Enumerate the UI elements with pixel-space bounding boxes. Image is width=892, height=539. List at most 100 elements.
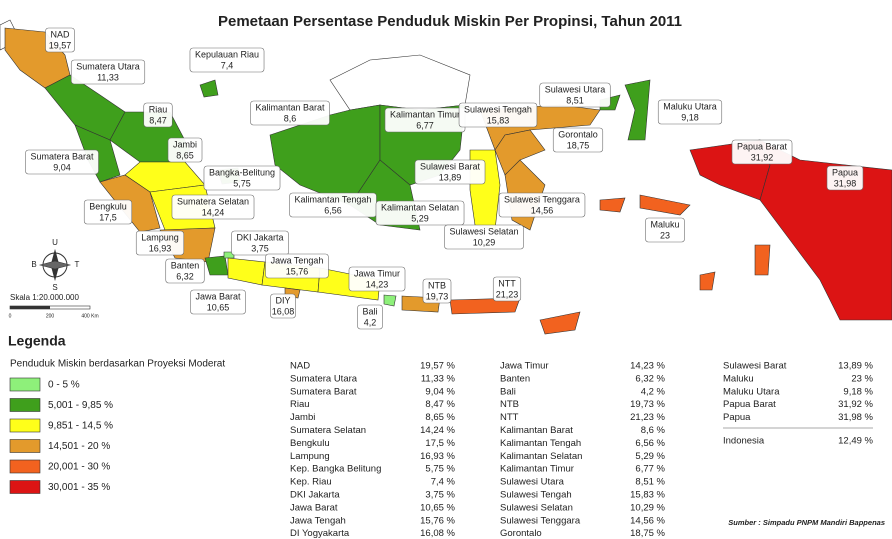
- label-value: 21,23: [496, 289, 519, 299]
- label-value: 23: [660, 230, 670, 240]
- label-name: Papua: [832, 167, 858, 177]
- label-value: 16,08: [272, 306, 295, 316]
- title: Pemetaan Persentase Penduduk Miskin Per …: [218, 13, 682, 30]
- row-name: Maluku: [723, 373, 754, 384]
- scale-tick: 400 Km: [81, 313, 98, 319]
- label-box: [498, 192, 586, 218]
- compass-east: T: [75, 260, 80, 269]
- region: [227, 257, 266, 286]
- row-value: 15,83 %: [630, 490, 665, 501]
- row-value: 5,29 %: [635, 451, 665, 462]
- row-name: Kalimantan Barat: [500, 425, 573, 436]
- row-name: Gorontalo: [500, 528, 542, 539]
- label-box: [203, 165, 281, 191]
- label-value: 15,76: [286, 266, 309, 276]
- label-box: [357, 304, 383, 330]
- row-name: Sumatera Utara: [290, 373, 358, 384]
- row-value: 19,57 %: [420, 361, 455, 372]
- label-box: [265, 253, 329, 279]
- label-box: [657, 99, 723, 125]
- legend-swatch: [9, 377, 41, 392]
- legend-label: 5,001 - 9,85 %: [48, 400, 113, 411]
- row-name: Kep. Riau: [290, 477, 332, 488]
- row-name: Kalimantan Selatan: [500, 451, 582, 462]
- label-box: [143, 102, 173, 128]
- row-value: 8,65 %: [425, 412, 455, 423]
- row-value: 8,51 %: [635, 477, 665, 488]
- label-value: 15,83: [487, 115, 510, 125]
- label-value: 17,5: [99, 212, 117, 222]
- row-name: Jawa Barat: [290, 502, 338, 513]
- row-name: Bali: [500, 386, 516, 397]
- label-value: 6,77: [416, 120, 434, 130]
- label-box: [422, 278, 452, 304]
- legend-swatch: [9, 480, 41, 494]
- label-name: DIY: [275, 295, 290, 305]
- region: [204, 255, 229, 276]
- row-name: NTT: [500, 412, 519, 423]
- row-value: 15,76 %: [420, 515, 455, 526]
- label-box: [171, 194, 255, 220]
- row-value: 31,98 %: [838, 412, 873, 423]
- row-value: 10,29 %: [630, 502, 665, 513]
- label-value: 9,04: [53, 162, 71, 172]
- legend-label: 30,001 - 35 %: [48, 482, 110, 493]
- row-name: Sulawesi Tenggara: [500, 515, 581, 526]
- row-name: Sulawesi Selatan: [500, 502, 573, 513]
- label-box: [458, 102, 538, 128]
- row-name: Jawa Tengah: [290, 515, 346, 526]
- row-value: 4,2 %: [641, 386, 666, 397]
- scale-label: Skala 1:20.000.000: [10, 293, 79, 302]
- label-value: 5,29: [411, 213, 429, 223]
- row-name: Maluku Utara: [723, 386, 780, 397]
- region: [759, 139, 892, 321]
- legend-subtitle: Penduduk Miskin berdasarkan Proyeksi Mod…: [10, 359, 225, 370]
- label-box: [444, 224, 524, 250]
- row-name: Sumatera Barat: [290, 386, 357, 397]
- label-value: 8,47: [149, 115, 167, 125]
- label-value: 11,33: [97, 72, 119, 82]
- label-name: Gorontalo: [558, 129, 598, 139]
- label-box: [45, 27, 75, 53]
- label-name: Sulawesi Tengah: [464, 104, 532, 114]
- source: Sumber : Simpadu PNPM Mandiri Bappenas: [728, 518, 885, 527]
- label-box: [826, 165, 864, 191]
- label-name: Sumatera Selatan: [177, 196, 249, 206]
- label-value: 10,65: [207, 302, 230, 312]
- label-box: [83, 199, 133, 225]
- label-box: [645, 217, 685, 243]
- label-value: 10,29: [473, 237, 496, 247]
- row-name: Sulawesi Barat: [723, 361, 787, 372]
- legend-label: 20,001 - 30 %: [48, 462, 110, 473]
- row-name: Kep. Bangka Belitung: [290, 464, 381, 475]
- legend-title: Legenda: [8, 333, 66, 349]
- label-name: Kepulauan Riau: [195, 49, 259, 59]
- row-name: Jambi: [290, 412, 315, 423]
- label-box: [231, 230, 289, 256]
- region: [699, 271, 716, 291]
- label-box: [135, 230, 185, 256]
- row-name: Papua Barat: [723, 399, 776, 410]
- label-name: Sulawesi Utara: [545, 84, 606, 94]
- row-value: 13,89 %: [838, 361, 873, 372]
- label-name: Kalimantan Timur: [390, 109, 460, 119]
- scale-tick: 0: [9, 313, 12, 319]
- label-value: 9,18: [681, 112, 699, 122]
- label-value: 6,32: [176, 271, 194, 281]
- label-value: 16,93: [149, 243, 172, 253]
- label-name: Sumatera Utara: [76, 61, 140, 71]
- label-name: Bengkulu: [89, 201, 127, 211]
